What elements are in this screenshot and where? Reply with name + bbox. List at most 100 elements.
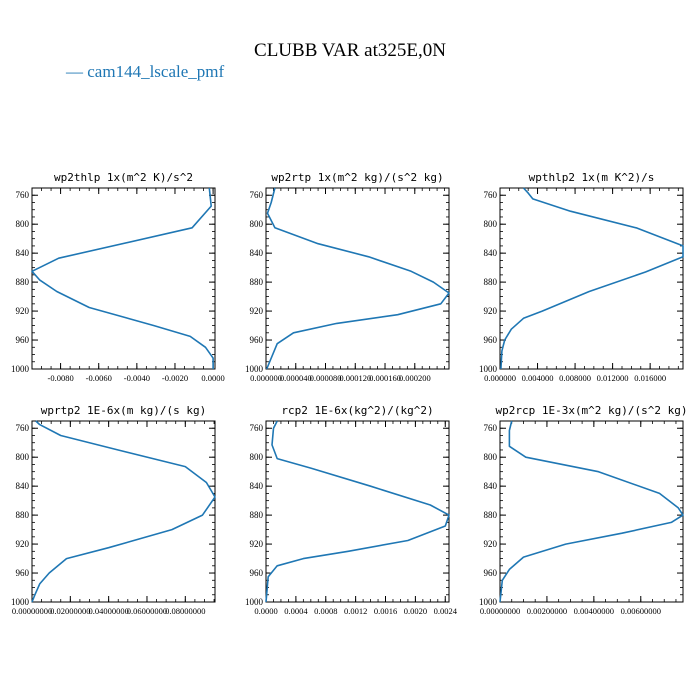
y-tick-label: 800 [250,219,264,229]
y-tick-label: 960 [16,568,30,578]
x-tick-label: 0.00200000 [527,606,567,616]
panel-1: wp2thlp 1x(m^2 K)/s^2 760 800 840 880 920 960 1… [11,171,225,383]
x-tick-label: -0.0080 [47,373,73,383]
y-tick-label: 800 [484,452,498,462]
x-tick-label: 0.00000000 [12,606,52,616]
figure-title: CLUBB VAR at325E,0N [254,40,446,61]
x-tick-label: 0.000200 [399,373,431,383]
x-tick-label: 0.00600000 [621,606,661,616]
panel-3: wpthlp2 1x(m K^2)/s 760 800 840 880 920 960 100… [479,171,684,383]
y-tick-label: 800 [16,452,30,462]
x-tick-label: 0.000000 [250,373,282,383]
series-line [500,187,684,370]
panel-title: wp2rcp 1E-3x(m^2 kg)/(s^2 kg) [495,404,687,417]
series-line [265,187,450,370]
x-tick-label: 0.016000 [634,373,666,383]
y-tick-label: 840 [484,481,498,491]
y-tick-label: 840 [484,248,498,258]
y-tick-label: 960 [16,335,30,345]
y-tick-label: 880 [250,277,264,287]
panel-title: rcp2 1E-6x(kg^2)/(kg^2) [281,404,433,417]
y-tick-label: 760 [484,190,498,200]
series-line [265,420,450,603]
x-tick-label: 0.08000000 [165,606,205,616]
x-tick-label: 0.0016 [374,606,397,616]
y-tick-label: 1000 [11,364,30,374]
y-tick-label: 1000 [11,597,30,607]
plot-frame [499,420,684,603]
series-line [31,420,216,603]
y-tick-label: 1000 [245,597,264,607]
plot-frame [265,420,450,603]
y-tick-label: 760 [16,190,30,200]
panel-title: wp2rtp 1x(m^2 kg)/(s^2 kg) [271,171,443,184]
x-tick-label: 0.0020 [404,606,427,616]
y-tick-label: 920 [16,306,30,316]
y-tick-label: 760 [250,190,264,200]
x-tick-label: 0.04000000 [88,606,128,616]
y-tick-label: 960 [484,568,498,578]
y-tick-label: 1000 [479,364,498,374]
x-tick-label: 0.000000 [484,373,516,383]
y-tick-label: 920 [484,539,498,549]
x-tick-label: 0.00000000 [480,606,520,616]
series-line [31,187,214,369]
legend-label: — cam144_lscale_pmf [65,62,224,81]
x-tick-label: 0.000040 [280,373,312,383]
panel-6: wp2rcp 1E-3x(m^2 kg)/(s^2 kg) 760 800 840 88… [479,404,688,616]
y-tick-label: 880 [484,510,498,520]
y-tick-label: 760 [484,423,498,433]
y-tick-label: 840 [250,248,264,258]
panel-title: wpthlp2 1x(m K^2)/s [529,171,655,184]
x-tick-label: 0.02000000 [50,606,90,616]
y-tick-label: 760 [250,423,264,433]
x-tick-label: 0.06000000 [127,606,167,616]
panel-title: wprtp2 1E-6x(m kg)/(s kg) [41,404,207,417]
plot-frame [31,420,216,603]
x-tick-label: 0.0024 [434,606,458,616]
panel-5: rcp2 1E-6x(kg^2)/(kg^2) 760 800 840 880 920 96… [245,404,458,616]
y-tick-label: 960 [484,335,498,345]
y-tick-label: 1000 [479,597,498,607]
y-tick-label: 800 [250,452,264,462]
series-line [499,420,684,603]
x-tick-label: 0.0008 [314,606,337,616]
y-tick-label: 840 [16,481,30,491]
x-tick-label: 0.0012 [344,606,367,616]
panel-4: wprtp2 1E-6x(m kg)/(s kg) 760 800 840 880 920… [11,404,216,616]
x-tick-label: 0.00400000 [574,606,614,616]
y-tick-label: 880 [16,277,30,287]
y-tick-label: 1000 [245,364,264,374]
x-tick-label: 0.0000 [254,606,277,616]
x-tick-label: -0.0060 [86,373,112,383]
y-tick-label: 960 [250,568,264,578]
y-tick-label: 920 [250,306,264,316]
y-tick-label: 920 [250,539,264,549]
y-tick-label: 760 [16,423,30,433]
x-tick-label: -0.0020 [162,373,188,383]
x-tick-label: 0.008000 [559,373,591,383]
y-tick-label: 920 [16,539,30,549]
y-tick-label: 800 [484,219,498,229]
y-tick-label: 920 [484,306,498,316]
y-tick-label: 880 [16,510,30,520]
panel-2: wp2rtp 1x(m^2 kg)/(s^2 kg) 760 800 840 880 92… [245,171,450,383]
x-tick-label: -0.0040 [124,373,150,383]
plot-frame [31,187,216,370]
x-tick-label: 0.0000 [201,373,224,383]
y-tick-label: 840 [250,481,264,491]
y-tick-label: 840 [16,248,30,258]
y-tick-label: 880 [484,277,498,287]
panels-grid: wp2thlp 1x(m^2 K)/s^2 760 800 840 880 920 960 1… [11,171,688,616]
plot-frame [265,187,450,370]
x-tick-label: 0.012000 [597,373,629,383]
x-tick-label: 0.000160 [369,373,401,383]
panel-title: wp2thlp 1x(m^2 K)/s^2 [54,171,193,184]
x-tick-label: 0.004000 [522,373,554,383]
x-tick-label: 0.0004 [284,606,308,616]
plot-frame [499,187,684,370]
x-tick-label: 0.000120 [339,373,371,383]
y-tick-label: 800 [16,219,30,229]
y-tick-label: 960 [250,335,264,345]
